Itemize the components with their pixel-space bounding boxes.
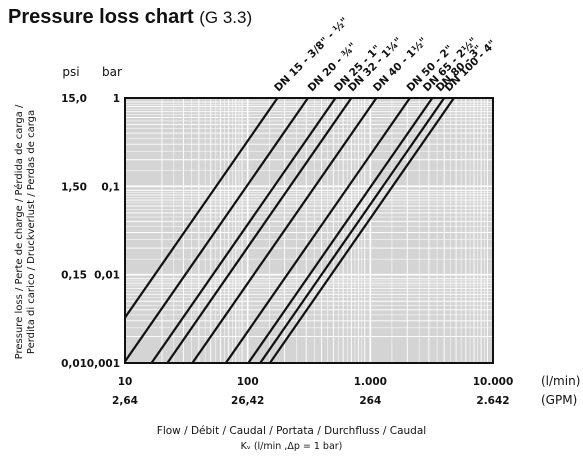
y-axis-label-line1: Pressure loss / Perte de charge / Pérdid… xyxy=(13,104,25,359)
y-unit-psi: psi xyxy=(62,65,79,79)
series-line xyxy=(191,98,378,363)
series-line xyxy=(224,98,411,363)
x-tick-gpm: 264 xyxy=(359,395,381,407)
x-tick-lmin: 1.000 xyxy=(354,376,387,388)
y-tick-psi: 1,50 xyxy=(61,181,87,193)
y-tick-bar: 0,1 xyxy=(101,181,120,193)
x-tick-gpm: 2,64 xyxy=(112,395,138,407)
y-tick-bar: 1 xyxy=(113,93,120,105)
y-tick-psi: 15,0 xyxy=(61,93,87,105)
x-axis-label: Flow / Débit / Caudal / Portata / Durchf… xyxy=(156,425,427,437)
y-tick-bar: 0,001 xyxy=(87,358,120,370)
y-unit-bar: bar xyxy=(102,65,122,79)
series-line xyxy=(125,98,279,320)
x-tick-gpm: 26,42 xyxy=(231,395,264,407)
x-unit-gpm: (GPM) xyxy=(541,393,577,407)
x-unit-lmin: (l/min) xyxy=(541,374,580,388)
y-axis-label: Pressure loss / Perte de charge / Pérdid… xyxy=(13,104,37,359)
x-ticks: 10 2,64 100 26,42 1.000 264 10.000 2.642 xyxy=(112,376,513,407)
x-tick-lmin: 100 xyxy=(237,376,259,388)
x-axis-subtitle: Kᵥ (l/min ,Δp = 1 bar) xyxy=(240,441,343,452)
y-axis-label-line2: Perdita di carico / Druckverlust / Perda… xyxy=(26,110,37,354)
series-line xyxy=(166,98,353,363)
series-lines xyxy=(125,98,455,363)
plot-frame xyxy=(124,97,494,364)
chart-title: Pressure loss chart (G 3.3) xyxy=(8,6,252,29)
chart-title-code: (G 3.3) xyxy=(199,8,253,27)
x-tick-lmin: 10 xyxy=(118,376,133,388)
x-tick-gpm: 2.642 xyxy=(476,395,509,407)
y-tick-psi: 0,15 xyxy=(61,270,87,282)
chart-title-main: Pressure loss chart xyxy=(8,6,194,28)
y-tick-psi: 0,01 xyxy=(61,358,87,370)
series-labels: DN 15 - 3/8" - ½"DN 20 - ¾"DN 25 - 1"DN … xyxy=(272,15,499,94)
series-line xyxy=(150,98,337,363)
series-line xyxy=(268,98,455,363)
y-tick-bar: 0,01 xyxy=(94,270,120,282)
series-line xyxy=(125,98,309,363)
y-ticks: 15,0 11,50 0,10,15 0,010,01 0,001 xyxy=(61,93,120,370)
series-line xyxy=(247,98,434,363)
series-line xyxy=(259,98,446,363)
x-tick-lmin: 10.000 xyxy=(473,376,514,388)
